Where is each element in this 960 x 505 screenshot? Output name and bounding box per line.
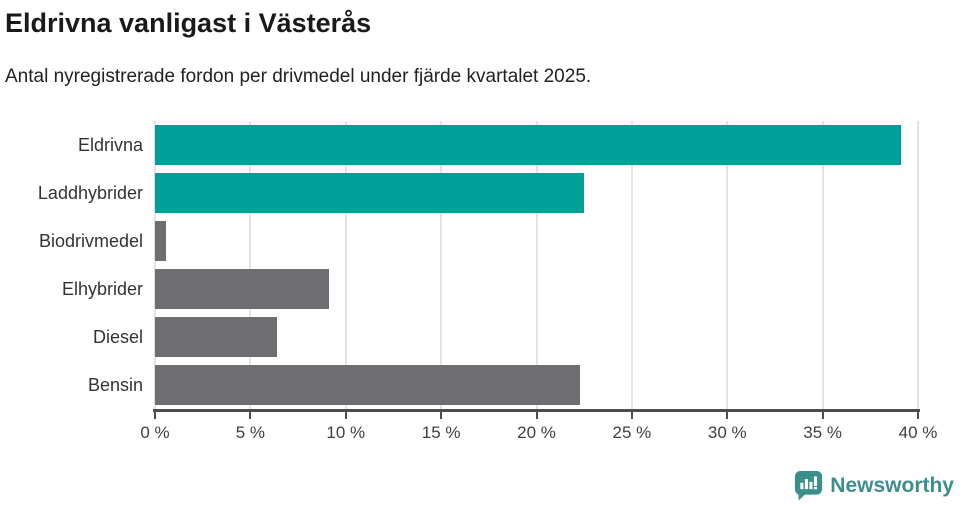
chart-subtitle: Antal nyregistrerade fordon per drivmede… bbox=[5, 66, 592, 88]
bar-track bbox=[155, 217, 918, 265]
bar-eldrivna bbox=[155, 125, 901, 165]
gridline bbox=[344, 121, 347, 409]
bar-biodrivmedel bbox=[155, 221, 167, 261]
tick-label: 35 % bbox=[803, 423, 842, 442]
gridline bbox=[630, 121, 633, 409]
newsworthy-logo-text: Newsworthy bbox=[830, 473, 954, 497]
bar-bensin bbox=[155, 365, 581, 405]
bar-track bbox=[155, 169, 918, 217]
tick-label: 40 % bbox=[898, 423, 938, 442]
tick-mark bbox=[726, 412, 729, 419]
tick-mark bbox=[630, 412, 633, 419]
gridline bbox=[917, 121, 919, 409]
bar-elhybrider bbox=[155, 269, 329, 309]
bar-track bbox=[155, 265, 918, 313]
gridline bbox=[154, 121, 156, 409]
tick-label: 20 % bbox=[517, 423, 556, 442]
tick-label: 30 % bbox=[707, 423, 747, 442]
tick-mark bbox=[535, 412, 538, 419]
gridline bbox=[821, 121, 824, 409]
gridlines bbox=[154, 121, 919, 409]
tick-mark bbox=[917, 412, 919, 419]
gridline bbox=[440, 121, 443, 409]
newsworthy-logo[interactable]: Newsworthy bbox=[794, 470, 954, 501]
chart-title: Eldrivna vanligast i Västerås bbox=[5, 8, 372, 38]
bar-chart: Eldrivna Laddhybrider Biodrivmedel Elhybrid… bbox=[0, 121, 960, 449]
tick-label: 0 % bbox=[140, 423, 170, 442]
x-axis: 0 % 5 % 10 % 15 % 20 % 25 % 30 % 35 % 40 % bbox=[140, 409, 937, 449]
tick-mark bbox=[249, 412, 252, 419]
chart-row: Eldrivna bbox=[0, 121, 960, 169]
tick-label: 25 % bbox=[612, 423, 652, 442]
tick-mark bbox=[344, 412, 347, 419]
chart-row: Elhybrider bbox=[0, 265, 960, 313]
chart-row: Diesel bbox=[0, 313, 960, 361]
gridline bbox=[726, 121, 729, 409]
bar-laddhybrider bbox=[155, 173, 585, 213]
bar-diesel bbox=[155, 317, 278, 357]
x-axis-line bbox=[153, 409, 920, 412]
chart-row: Biodrivmedel bbox=[0, 217, 960, 265]
tick-label: 10 % bbox=[326, 423, 366, 442]
category-label: Eldrivna bbox=[77, 134, 143, 155]
category-label: Bensin bbox=[87, 374, 143, 395]
category-label: Biodrivmedel bbox=[38, 230, 143, 251]
tick-label: 15 % bbox=[421, 423, 461, 442]
chart-row: Bensin bbox=[0, 361, 960, 409]
tick-mark bbox=[440, 412, 443, 419]
category-label: Diesel bbox=[92, 326, 143, 347]
gridline bbox=[249, 121, 252, 409]
plot-area: Eldrivna Laddhybrider Biodrivmedel Elhybrid… bbox=[0, 121, 960, 409]
chart-row: Laddhybrider bbox=[0, 169, 960, 217]
bar-track bbox=[155, 361, 918, 409]
bar-rows: Eldrivna Laddhybrider Biodrivmedel Elhybrid… bbox=[0, 121, 960, 409]
tick-label: 5 % bbox=[235, 423, 266, 442]
tick-mark bbox=[154, 412, 156, 419]
newsworthy-logo-icon bbox=[795, 471, 823, 501]
category-label: Laddhybrider bbox=[37, 182, 143, 203]
category-label: Elhybrider bbox=[61, 278, 143, 299]
tick-mark bbox=[821, 412, 824, 419]
gridline bbox=[535, 121, 538, 409]
bar-track bbox=[155, 313, 918, 361]
bar-track bbox=[155, 121, 918, 169]
